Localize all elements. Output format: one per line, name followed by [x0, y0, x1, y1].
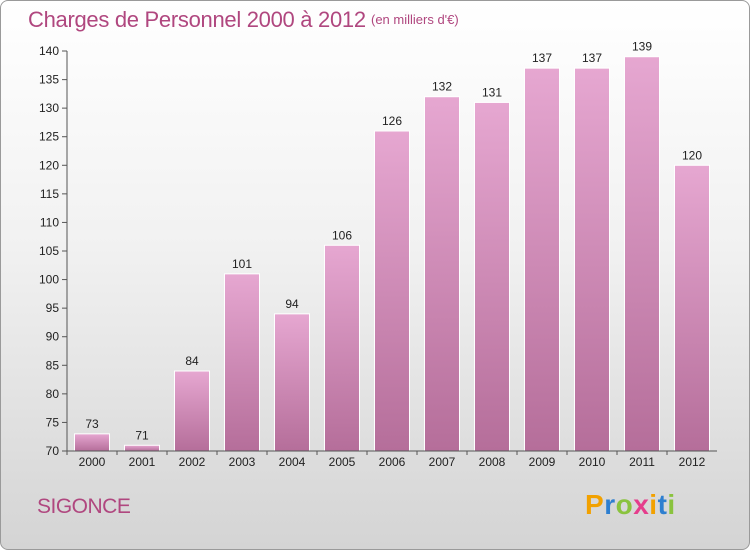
- bar-2005: [324, 244, 360, 452]
- bar-2009: [524, 67, 560, 452]
- logo-letter: t: [657, 489, 668, 520]
- bar-2006: [374, 130, 410, 452]
- x-tick-label-2007: 2007: [429, 455, 456, 469]
- x-tick-label-2001: 2001: [129, 455, 156, 469]
- data-label-2001: 71: [135, 428, 149, 442]
- data-label-2011: 139: [632, 40, 652, 54]
- bar-2004: [274, 313, 310, 452]
- logo-letter: x: [633, 489, 650, 520]
- y-tick-label-120: 120: [39, 158, 59, 172]
- y-tick-label-80: 80: [46, 387, 60, 401]
- data-label-2003: 101: [232, 257, 252, 271]
- y-tick-label-140: 140: [39, 44, 59, 58]
- y-tick-label-100: 100: [39, 273, 59, 287]
- data-label-2007: 132: [432, 80, 452, 94]
- commune-name: SIGONCE: [37, 495, 131, 518]
- axes: 2000 2001 2002 2003 2004 2005 2006 2007 2008 2009…: [39, 44, 717, 469]
- proxiti-logo: Proxiti: [585, 489, 676, 521]
- x-tick-label-2006: 2006: [379, 455, 406, 469]
- x-tick-label-2009: 2009: [529, 455, 556, 469]
- bar-2011: [624, 56, 660, 452]
- logo-letter: r: [604, 489, 616, 520]
- logo-letter: i: [649, 489, 658, 520]
- y-tick-label-105: 105: [39, 244, 59, 258]
- y-tick-label-75: 75: [46, 415, 60, 429]
- x-tick-label-2008: 2008: [479, 455, 506, 469]
- data-label-2006: 126: [382, 114, 402, 128]
- bars: 73 71 84 101 94 106 126 132 131 137 137 139 120: [74, 40, 710, 452]
- bar-2002: [174, 370, 210, 452]
- y-tick-label-110: 110: [40, 215, 59, 229]
- chart-title: Charges de Personnel 2000 à 2012: [28, 7, 366, 32]
- data-label-2010: 137: [582, 51, 602, 65]
- data-label-2012: 120: [682, 148, 702, 162]
- data-label-2004: 94: [285, 297, 299, 311]
- y-tick-label-90: 90: [46, 330, 60, 344]
- x-tick-label-2010: 2010: [579, 455, 606, 469]
- y-tick-label-85: 85: [46, 358, 60, 372]
- bar-2012: [674, 164, 710, 452]
- data-label-2009: 137: [532, 51, 552, 65]
- data-label-2005: 106: [332, 228, 352, 242]
- logo-letter: P: [585, 489, 605, 520]
- bar-2008: [474, 101, 510, 452]
- y-tick-label-135: 135: [39, 73, 59, 87]
- y-tick-label-95: 95: [46, 301, 60, 315]
- bar-2001: [124, 444, 160, 452]
- data-label-2000: 73: [85, 417, 99, 431]
- bar-2010: [574, 67, 610, 452]
- logo-letter: o: [615, 489, 634, 520]
- chart-unit: (en milliers d'€): [371, 12, 459, 27]
- x-tick-label-2012: 2012: [679, 455, 706, 469]
- x-tick-label-2004: 2004: [279, 455, 306, 469]
- x-tick-label-2005: 2005: [329, 455, 356, 469]
- y-tick-label-125: 125: [39, 130, 59, 144]
- data-label-2002: 84: [185, 354, 199, 368]
- bar-2003: [224, 273, 260, 452]
- logo-letter: i: [667, 489, 676, 520]
- bar-2000: [74, 433, 110, 452]
- bar-2007: [424, 96, 460, 452]
- y-tick-label-115: 115: [40, 187, 59, 201]
- x-tick-label-2011: 2011: [629, 455, 655, 469]
- y-tick-label-130: 130: [39, 101, 59, 115]
- x-tick-label-2000: 2000: [79, 455, 106, 469]
- data-label-2008: 131: [482, 85, 502, 99]
- y-tick-label-70: 70: [46, 444, 60, 458]
- x-tick-label-2002: 2002: [179, 455, 206, 469]
- x-tick-label-2003: 2003: [229, 455, 256, 469]
